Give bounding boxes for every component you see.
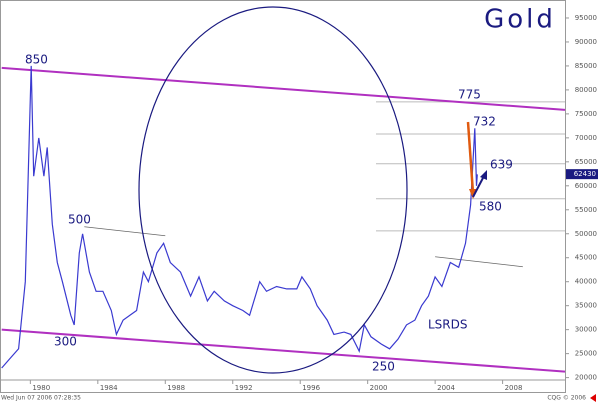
x-tick-label: 2008 xyxy=(505,384,523,392)
highlight-circle xyxy=(138,6,408,374)
y-tick-label: 70000 xyxy=(575,134,597,142)
trend-line xyxy=(1,328,566,373)
y-tick-label: 30000 xyxy=(575,326,597,334)
last-price-label: 62430 xyxy=(574,170,596,178)
y-tick-label: 20000 xyxy=(575,374,597,382)
y-tick-label: 45000 xyxy=(575,254,597,262)
y-tick-label: 65000 xyxy=(575,158,597,166)
layer: 62430 xyxy=(566,169,598,180)
x-tick-label: 2004 xyxy=(437,384,455,392)
layer: 20000 25000 30000 35000 40000 45000 50000 55000… xyxy=(1,14,597,392)
y-tick-label: 95000 xyxy=(575,14,597,22)
annotation: 639 xyxy=(490,158,513,172)
y-tick-label: 75000 xyxy=(575,110,597,118)
price-line xyxy=(1,65,478,369)
x-tick-label: 2000 xyxy=(370,384,388,392)
arrow xyxy=(466,121,475,194)
annotation: 775 xyxy=(458,88,481,102)
scroll-arrow[interactable] xyxy=(590,394,596,402)
annotation: 300 xyxy=(54,335,77,349)
x-tick-label: 1984 xyxy=(100,384,118,392)
annotation: LSRDS xyxy=(428,318,468,332)
source: CQG © 2006 xyxy=(547,395,586,402)
trend-line xyxy=(1,66,566,111)
y-tick-label: 80000 xyxy=(575,86,597,94)
trend-line xyxy=(84,226,166,237)
x-tick-label: 1992 xyxy=(235,384,253,392)
annotation: 732 xyxy=(473,115,496,129)
x-tick-label: 1980 xyxy=(32,384,50,392)
annotation: 500 xyxy=(68,213,91,227)
x-tick-label: 1988 xyxy=(167,384,185,392)
last-price-box xyxy=(566,169,598,180)
y-tick-label: 25000 xyxy=(575,350,597,358)
plot-frame xyxy=(0,0,566,393)
annotation: 250 xyxy=(372,360,395,374)
annotation: 580 xyxy=(479,200,502,214)
y-tick-label: 55000 xyxy=(575,206,597,214)
chart-title: Gold xyxy=(484,5,556,35)
arrowhead xyxy=(480,170,487,180)
timestamp: Wed Jun 07 2006 07:28:35 xyxy=(1,395,81,402)
y-tick-label: 35000 xyxy=(575,302,597,310)
y-tick-label: 85000 xyxy=(575,62,597,70)
y-tick-label: 40000 xyxy=(575,278,597,286)
y-tick-label: 50000 xyxy=(575,230,597,238)
annotation: 850 xyxy=(25,53,48,67)
arrow xyxy=(472,175,485,198)
x-tick-label: 1996 xyxy=(302,384,320,392)
trend-line xyxy=(435,256,523,268)
y-tick-label: 60000 xyxy=(575,182,597,190)
y-tick-label: 90000 xyxy=(575,38,597,46)
